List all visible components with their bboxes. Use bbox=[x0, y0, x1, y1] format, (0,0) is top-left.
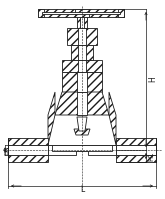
Polygon shape bbox=[74, 129, 90, 135]
Polygon shape bbox=[75, 9, 89, 17]
Polygon shape bbox=[48, 145, 116, 151]
Polygon shape bbox=[38, 9, 44, 17]
Polygon shape bbox=[109, 92, 116, 145]
Polygon shape bbox=[62, 60, 102, 72]
Polygon shape bbox=[48, 145, 76, 155]
Polygon shape bbox=[88, 145, 116, 155]
Polygon shape bbox=[42, 12, 120, 14]
Text: H: H bbox=[148, 77, 157, 82]
Polygon shape bbox=[116, 155, 156, 162]
Text: H1: H1 bbox=[148, 151, 154, 161]
Polygon shape bbox=[52, 145, 112, 151]
Polygon shape bbox=[8, 155, 48, 162]
Polygon shape bbox=[71, 45, 93, 60]
Text: L: L bbox=[80, 185, 84, 194]
Polygon shape bbox=[48, 92, 55, 145]
Polygon shape bbox=[8, 138, 48, 145]
Text: DN: DN bbox=[4, 145, 9, 155]
Polygon shape bbox=[80, 17, 84, 28]
Polygon shape bbox=[67, 28, 97, 45]
Polygon shape bbox=[78, 45, 86, 60]
Polygon shape bbox=[77, 117, 87, 131]
Polygon shape bbox=[116, 138, 156, 145]
Polygon shape bbox=[77, 72, 87, 92]
Polygon shape bbox=[78, 28, 86, 45]
Polygon shape bbox=[116, 145, 156, 155]
Polygon shape bbox=[77, 17, 87, 28]
Polygon shape bbox=[118, 9, 124, 17]
Polygon shape bbox=[8, 145, 48, 155]
Polygon shape bbox=[78, 60, 86, 72]
Polygon shape bbox=[77, 92, 87, 115]
Polygon shape bbox=[62, 72, 102, 92]
Polygon shape bbox=[55, 92, 109, 115]
Polygon shape bbox=[38, 9, 124, 17]
